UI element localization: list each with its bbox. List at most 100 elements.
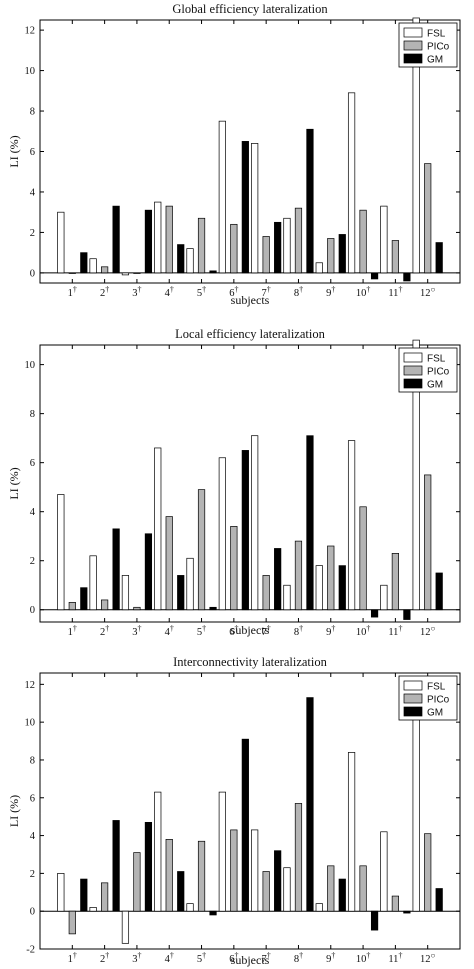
x-tick-label: 6† <box>229 951 238 965</box>
bar-gm <box>338 565 346 611</box>
bar-gm <box>370 272 379 280</box>
legend-label-fsl: FSL <box>427 354 446 365</box>
bar-fsl <box>283 217 291 274</box>
y-tick-label: 8 <box>30 409 35 420</box>
x-tick-label: 1† <box>68 285 77 299</box>
x-tick-label: 10† <box>356 624 371 638</box>
bar-fsl <box>315 565 323 611</box>
bar-gm <box>80 587 88 611</box>
chart-3: Interconnectivity lateralization -2 0 2 4 6 8 1… <box>7 655 461 967</box>
x-tick-label: 11† <box>388 951 402 965</box>
bar-gm <box>209 270 217 274</box>
x-tick-label: 1† <box>68 624 77 638</box>
legend-label-pico: PICo <box>427 367 450 378</box>
x-tick-label: 4† <box>165 285 174 299</box>
plot-frame <box>39 672 461 950</box>
x-tick-label: 12○ <box>420 285 436 299</box>
bar-pico <box>230 829 238 912</box>
plot-frame <box>39 344 461 623</box>
bar-gm <box>403 272 411 282</box>
bar-fsl <box>315 903 323 912</box>
bar-fsl <box>251 435 259 611</box>
x-axis-label: subjects <box>231 623 270 637</box>
y-tick-label: 6 <box>30 147 35 158</box>
x-tick-label: 2† <box>100 951 109 965</box>
bar-fsl <box>218 457 226 611</box>
bar-pico <box>133 852 141 912</box>
bar-pico <box>359 209 367 274</box>
bar-pico <box>165 516 173 611</box>
chart-title: Interconnectivity lateralization <box>173 655 327 669</box>
x-tick-label: 11† <box>388 624 402 638</box>
legend-label-gm: GM <box>427 708 443 719</box>
bar-pico <box>262 236 270 274</box>
x-tick-label: 2† <box>100 624 109 638</box>
bar-gm <box>144 821 153 912</box>
y-tick-label: 4 <box>30 507 36 518</box>
bar-pico <box>197 840 206 912</box>
y-tick-label: 4 <box>30 831 36 842</box>
bar-gm <box>241 450 249 611</box>
x-tick-label: 5† <box>197 951 206 965</box>
x-tick-label: 6† <box>229 285 238 299</box>
bar-fsl <box>186 248 194 274</box>
bar-fsl <box>380 205 388 274</box>
chart-2: Local efficiency lateralization 0 2 4 6 8 10 LI… <box>7 327 461 638</box>
bar-gm <box>241 141 249 274</box>
x-tick-label: 4† <box>165 624 174 638</box>
bar-fsl <box>251 143 259 274</box>
bar-gm <box>112 528 120 611</box>
legend-label-fsl: FSL <box>427 682 446 693</box>
legend: FSL PICo GM <box>398 22 458 68</box>
bar-pico <box>424 474 432 611</box>
bar-fsl <box>121 910 130 944</box>
x-tick-label: 11† <box>388 285 402 299</box>
y-tick-label: 10 <box>25 360 36 371</box>
x-tick-label: 5† <box>197 285 206 299</box>
bar-pico <box>101 266 109 274</box>
y-axis-label: LI (%) <box>7 795 21 827</box>
bar-fsl <box>347 752 356 912</box>
legend-swatch-gm <box>403 706 423 717</box>
x-tick-label: 9† <box>326 285 335 299</box>
bar-fsl <box>154 201 162 274</box>
legend-swatch-fsl <box>403 352 423 363</box>
x-axis-label: subjects <box>231 293 270 307</box>
bar-gm <box>306 435 314 611</box>
y-tick-label: 6 <box>30 458 35 469</box>
y-axis-label: LI (%) <box>7 135 21 167</box>
y-tick-label: 2 <box>30 556 35 567</box>
legend-swatch-gm <box>403 378 423 389</box>
bar-fsl <box>218 120 226 274</box>
bar-gm <box>241 738 249 912</box>
bar-gm <box>435 242 443 274</box>
bar-fsl <box>315 262 323 274</box>
bar-gm <box>144 209 153 274</box>
bar-pico <box>262 871 270 912</box>
x-tick-label: 3† <box>132 624 141 638</box>
bar-pico <box>68 602 76 611</box>
bar-fsl <box>57 494 65 611</box>
bar-gm <box>177 244 185 274</box>
bar-gm <box>209 910 217 916</box>
bar-pico <box>230 223 238 274</box>
bar-pico <box>327 545 335 611</box>
x-tick-label: 7† <box>262 624 271 638</box>
x-tick-label: 5† <box>197 624 206 638</box>
legend: FSL PICo GM <box>398 675 458 721</box>
y-tick-label: 8 <box>30 107 35 118</box>
x-tick-label: 6† <box>229 624 238 638</box>
bar-pico <box>327 238 335 274</box>
y-tick-label: 4 <box>30 187 36 198</box>
y-tick-label: 10 <box>25 66 36 77</box>
x-tick-label: 4† <box>165 951 174 965</box>
bar-pico <box>327 865 335 912</box>
bar-gm <box>338 878 346 912</box>
x-tick-label: 7† <box>262 951 271 965</box>
y-axis-label: LI (%) <box>7 467 21 499</box>
chart-title: Local efficiency lateralization <box>175 327 325 341</box>
y-tick-label: -2 <box>26 945 35 956</box>
x-tick-label: 3† <box>132 285 141 299</box>
bar-pico <box>359 506 367 611</box>
